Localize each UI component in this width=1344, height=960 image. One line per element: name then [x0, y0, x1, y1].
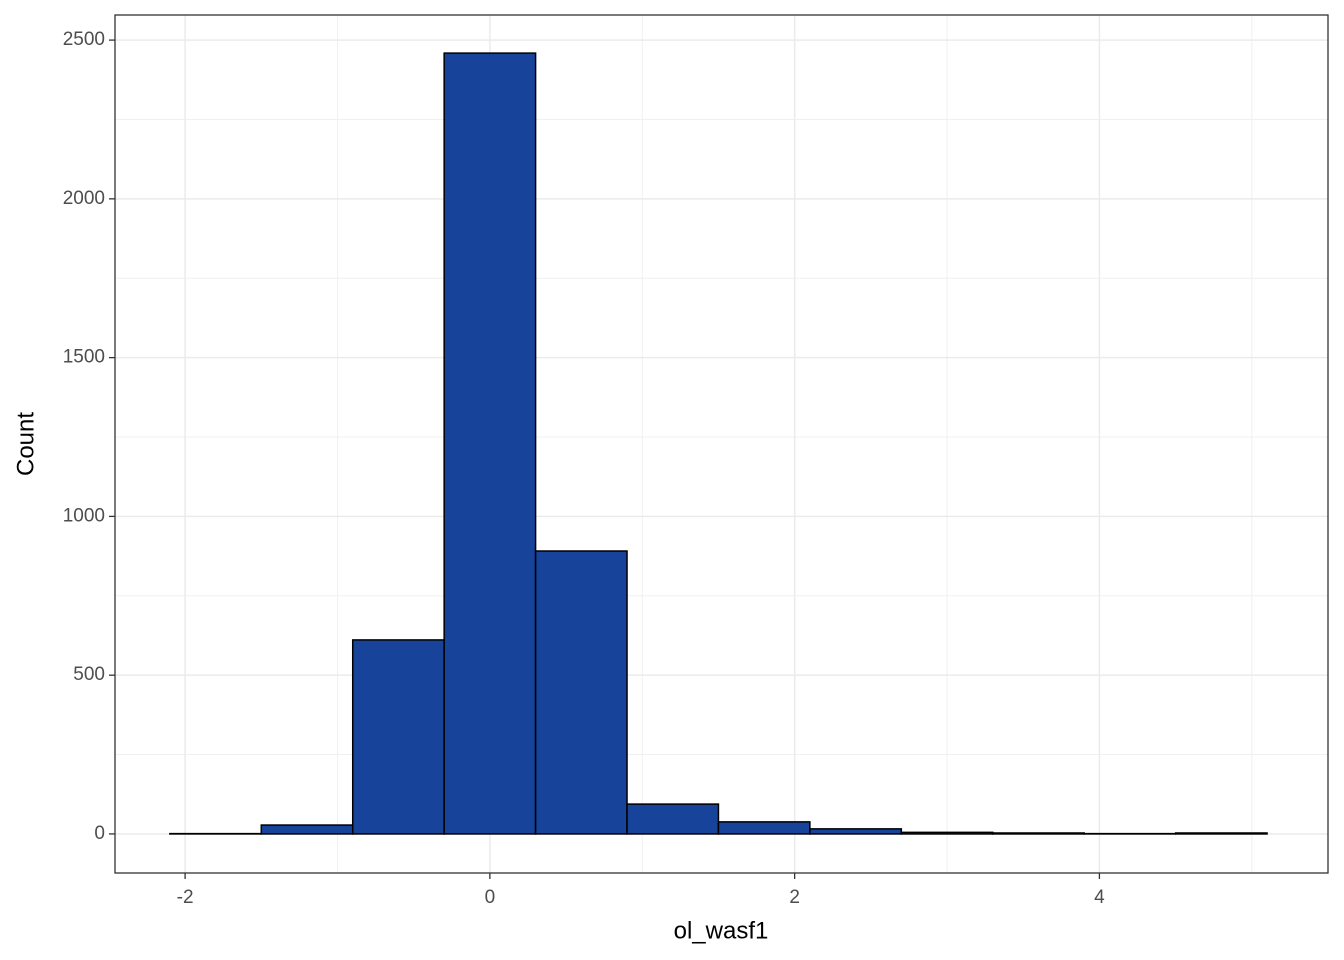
bar [717, 821, 811, 835]
x-tick-label: 0 [485, 887, 496, 908]
x-tick-label: 4 [1094, 887, 1105, 908]
y-tick-label: 1500 [63, 347, 105, 368]
bars [169, 52, 1268, 835]
bar [443, 52, 537, 835]
y-tick-label: 0 [94, 823, 105, 844]
y-tick-label: 1000 [63, 505, 105, 526]
bar [260, 824, 354, 835]
y-tick-label: 500 [73, 664, 105, 685]
x-tick-label: 2 [789, 887, 800, 908]
x-tick-label: -2 [177, 887, 194, 908]
bar [351, 639, 445, 835]
x-axis-title: ol_wasf1 [674, 917, 769, 944]
bar [991, 832, 1085, 835]
y-tick-label: 2000 [63, 188, 105, 209]
panel-border [114, 14, 1329, 874]
bar [1174, 832, 1268, 835]
y-tick-label: 2500 [63, 29, 105, 50]
bar [900, 831, 994, 835]
bar [809, 828, 903, 835]
bar [534, 550, 628, 835]
bar [626, 803, 720, 835]
y-axis-title: Count [12, 412, 39, 476]
